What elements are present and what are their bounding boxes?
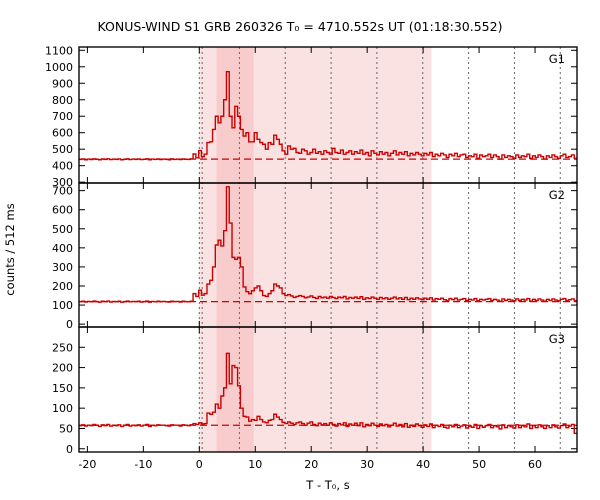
y-tick-label-G2-2: 200 (52, 280, 73, 293)
x-tick-label-7: 50 (472, 458, 486, 471)
y-axis-label: counts / 512 ms (3, 203, 17, 295)
panel-label-G1: G1 (549, 52, 565, 66)
y-tick-label-G1-4: 700 (52, 110, 73, 123)
y-tick-label-G1-7: 1000 (45, 61, 73, 74)
y-tick-label-G3-1: 50 (59, 422, 73, 435)
x-tick-label-4: 20 (304, 458, 318, 471)
y-tick-label-G1-2: 500 (52, 143, 73, 156)
y-tick-label-G1-5: 800 (52, 94, 73, 107)
x-tick-label-2: 0 (196, 458, 203, 471)
x-tick-label-3: 10 (248, 458, 262, 471)
x-tick-label-6: 40 (416, 458, 430, 471)
x-axis-label: T - T₀, s (305, 478, 349, 492)
y-tick-label-G2-7: 700 (52, 185, 73, 198)
y-tick-label-G3-2: 100 (52, 402, 73, 415)
x-tick-label-1: -10 (134, 458, 152, 471)
y-tick-label-G2-1: 100 (52, 299, 73, 312)
x-tick-label-8: 60 (528, 458, 542, 471)
y-tick-label-G3-3: 150 (52, 382, 73, 395)
y-tick-label-G2-0: 0 (66, 318, 73, 331)
y-tick-label-G3-5: 250 (52, 341, 73, 354)
lightcurve-G2 (79, 186, 577, 303)
y-tick-label-G3-4: 200 (52, 362, 73, 375)
y-tick-label-G2-3: 300 (52, 261, 73, 274)
y-tick-label-G1-0: 300 (52, 176, 73, 189)
y-tick-label-G1-3: 600 (52, 127, 73, 140)
figure-title: KONUS-WIND S1 GRB 260326 T₀ = 4710.552s … (98, 19, 503, 34)
lightcurve-G3 (79, 352, 577, 435)
x-tick-label-5: 30 (360, 458, 374, 471)
panel-label-G3: G3 (549, 332, 565, 346)
y-tick-label-G1-6: 900 (52, 77, 73, 90)
lightcurve-G1 (79, 71, 577, 161)
panel-frame-overlay-G3 (78, 326, 578, 453)
y-tick-label-G1-8: 1100 (45, 44, 73, 57)
y-tick-label-G2-6: 600 (52, 204, 73, 217)
x-tick-label-0: -20 (78, 458, 96, 471)
y-tick-label-G1-1: 400 (52, 160, 73, 173)
y-tick-label-G3-0: 0 (66, 443, 73, 456)
panel-label-G2: G2 (549, 188, 565, 202)
y-tick-label-G2-4: 400 (52, 242, 73, 255)
y-tick-label-G2-5: 500 (52, 223, 73, 236)
